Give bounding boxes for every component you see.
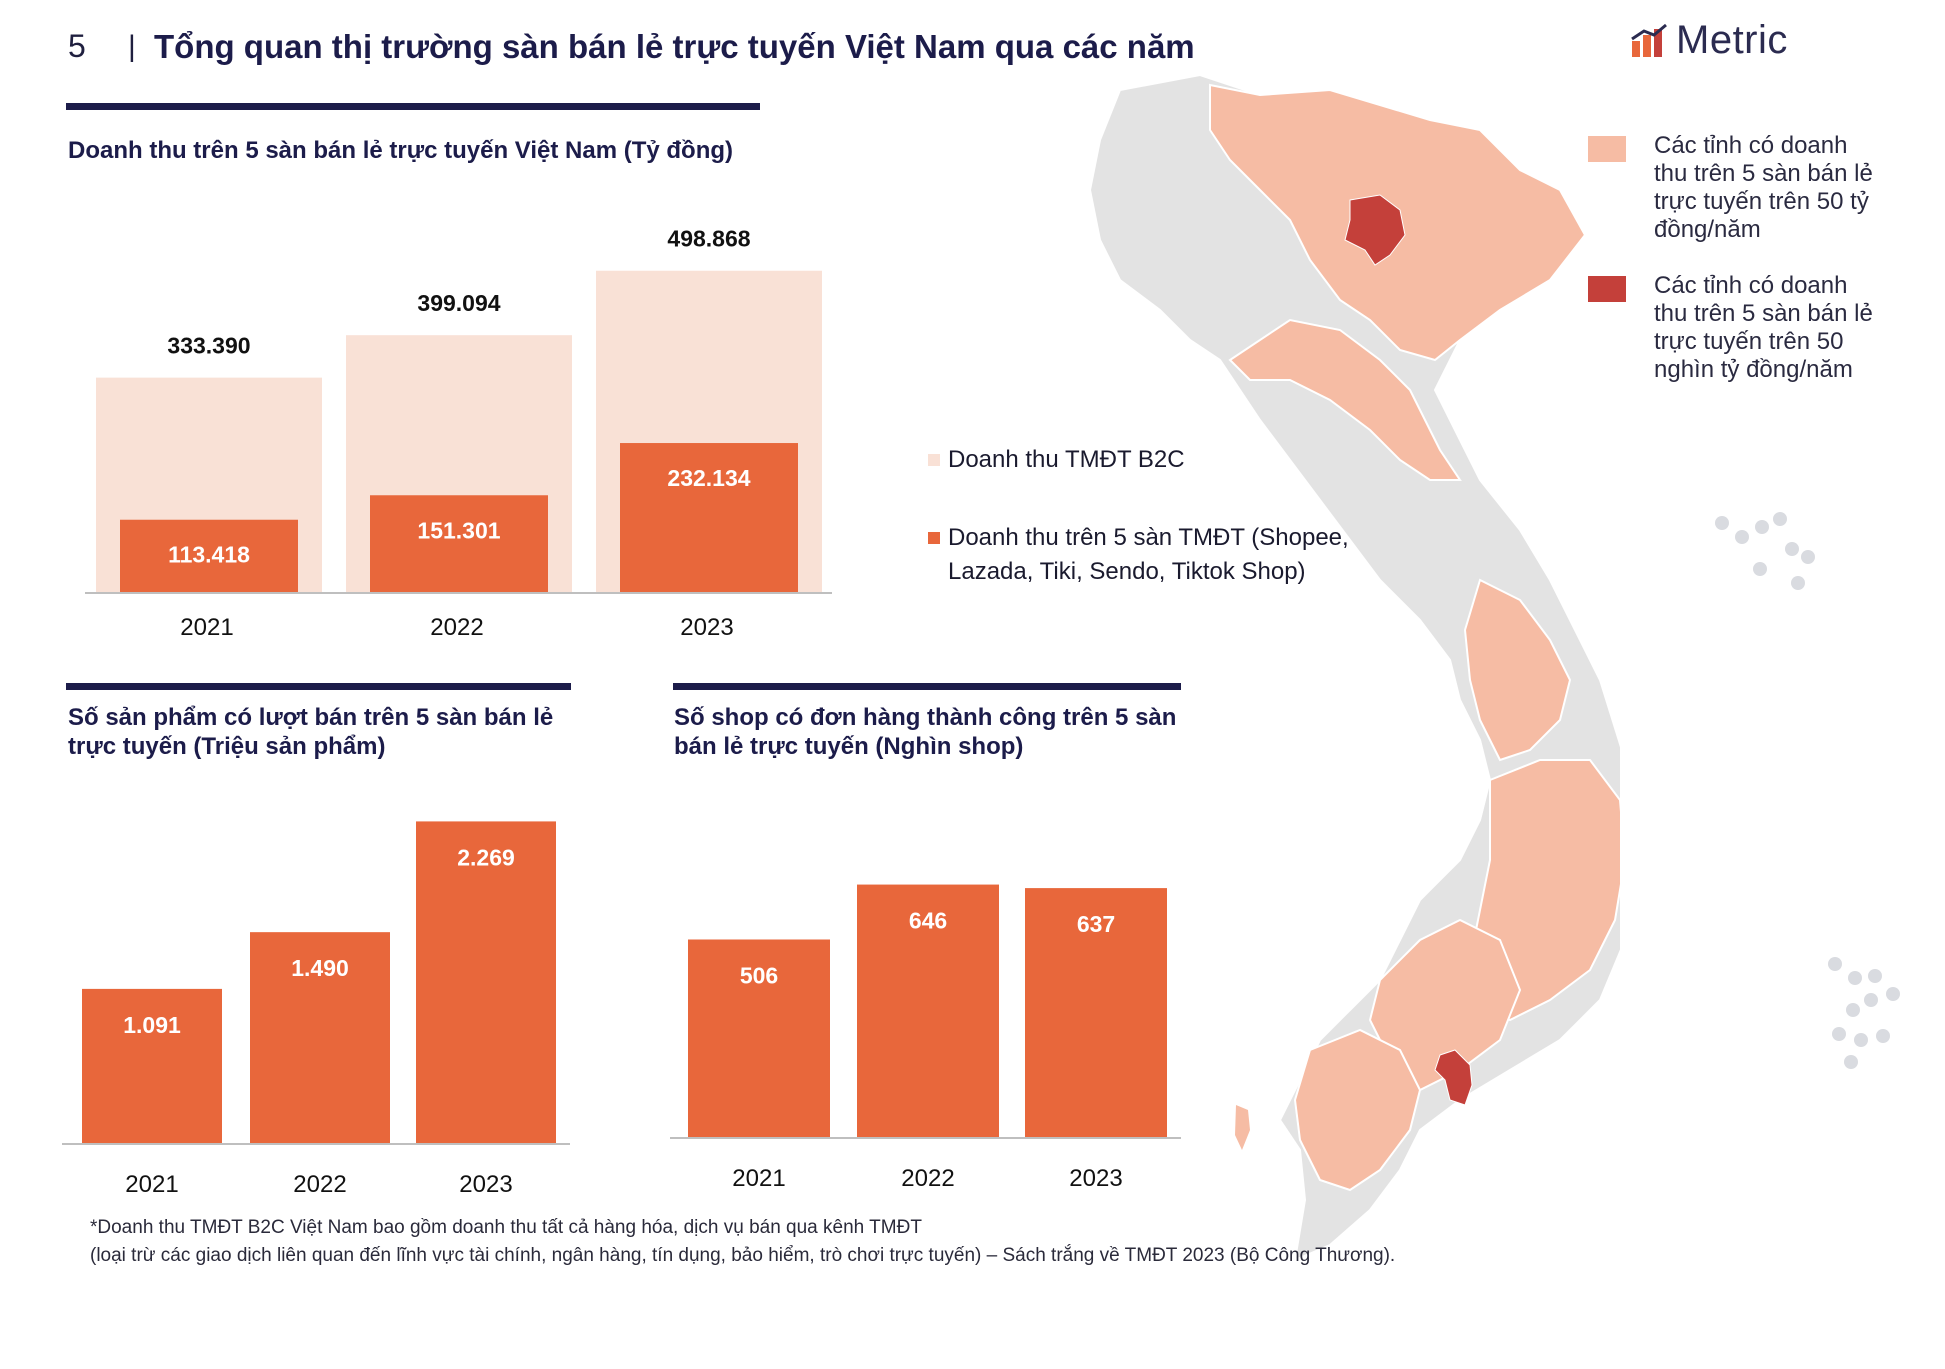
- map-island: [1235, 1105, 1250, 1150]
- footnote: *Doanh thu TMĐT B2C Việt Nam bao gồm doa…: [90, 1214, 1395, 1270]
- label-b2c-2023: 498.868: [667, 226, 750, 252]
- logo-text: Metric: [1676, 18, 1788, 62]
- map-region-central-coast: [1463, 578, 1572, 762]
- label-5-platforms-2022: 151.301: [417, 517, 500, 543]
- bar-5-platforms-2021: [120, 519, 298, 593]
- decorative-dots-top: [1715, 512, 1815, 590]
- vietnam-map: [1088, 73, 1620, 1262]
- page-number: 5: [68, 28, 86, 64]
- shops-label-2022: 646: [909, 908, 947, 934]
- shops-chart: 506 2021 646 2022 637 2023: [670, 884, 1181, 1192]
- products-x-tick-2022: 2022: [293, 1171, 346, 1198]
- x-tick-2021: 2021: [180, 614, 233, 641]
- map-region-north-central: [1228, 318, 1462, 481]
- map-legend-text-50-trillion: Các tỉnh có doanh thu trên 5 sàn bán lẻ …: [1654, 272, 1873, 383]
- bar-5-platforms-2023: [620, 443, 798, 593]
- map-legend: Các tỉnh có doanh thu trên 5 sàn bán lẻ …: [1588, 132, 1874, 384]
- map-legend-swatch-light: [1588, 136, 1626, 162]
- label-5-platforms-2023: 232.134: [667, 465, 750, 491]
- products-chart: 1.091 2021 1.490 2022 2.269 2023: [62, 821, 570, 1198]
- revenue-chart: 333.390 113.418 2021 399.094 151.301 2022 498.…: [85, 226, 832, 641]
- products-x-tick-2023: 2023: [459, 1171, 512, 1198]
- products-bar-2022: [250, 932, 390, 1144]
- footnote-line-1: *Doanh thu TMĐT B2C Việt Nam bao gồm doa…: [90, 1217, 922, 1238]
- products-label-2022: 1.490: [291, 955, 349, 981]
- label-b2c-2022: 399.094: [417, 290, 500, 316]
- map-legend-swatch-dark: [1588, 276, 1626, 302]
- shops-x-tick-2023: 2023: [1069, 1165, 1122, 1192]
- map-region-hcmc: [1434, 1049, 1473, 1106]
- legend-item-b2c: Doanh thu TMĐT B2C: [928, 443, 1398, 477]
- map-legend-item-50-billion: Các tỉnh có doanh thu trên 5 sàn bán lẻ …: [1588, 132, 1874, 244]
- decorative-dots-bottom: [1828, 957, 1900, 1069]
- shops-x-tick-2021: 2021: [732, 1165, 785, 1192]
- shops-bar-2023: [1025, 888, 1167, 1138]
- legend-item-5-platforms: Doanh thu trên 5 sàn TMĐT (Shopee, Lazad…: [928, 521, 1398, 589]
- map-region-hanoi: [1344, 194, 1406, 266]
- revenue-legend: Doanh thu TMĐT B2C Doanh thu trên 5 sàn …: [928, 443, 1398, 589]
- map-legend-text-50-billion: Các tỉnh có doanh thu trên 5 sàn bán lẻ …: [1654, 132, 1873, 243]
- footnote-line-2: (loại trừ các giao dịch liên quan đến lĩ…: [90, 1245, 1396, 1266]
- x-tick-2023: 2023: [680, 614, 733, 641]
- shops-bar-2022: [857, 884, 999, 1138]
- metric-logo: Metric: [1630, 18, 1788, 63]
- section-bar-products: [66, 683, 571, 690]
- shops-label-2023: 637: [1077, 911, 1115, 937]
- shops-chart-title: Số shop có đơn hàng thành công trên 5 sà…: [674, 704, 1177, 760]
- bar-chart-logo-icon: [1631, 23, 1667, 57]
- products-label-2021: 1.091: [123, 1012, 181, 1038]
- shops-label-2021: 506: [740, 962, 778, 988]
- products-bar-2023: [416, 821, 556, 1144]
- legend-swatch-b2c: [928, 454, 940, 466]
- products-chart-title: Số sản phẩm có lượt bán trên 5 sàn bán l…: [68, 704, 554, 760]
- shops-bar-2021: [688, 939, 830, 1138]
- revenue-chart-title: Doanh thu trên 5 sàn bán lẻ trực tuyến V…: [68, 137, 734, 164]
- products-x-tick-2021: 2021: [125, 1171, 178, 1198]
- map-region-mekong: [1293, 1028, 1422, 1192]
- title-separator: |: [128, 30, 136, 63]
- legend-swatch-5-platforms: [928, 532, 940, 544]
- legend-label-b2c: Doanh thu TMĐT B2C: [948, 446, 1185, 473]
- x-tick-2022: 2022: [430, 614, 483, 641]
- section-bar-shops: [673, 683, 1181, 690]
- map-legend-item-50-trillion: Các tỉnh có doanh thu trên 5 sàn bán lẻ …: [1588, 272, 1874, 384]
- bar-5-platforms-2022: [370, 495, 548, 593]
- page-title: Tổng quan thị trường sàn bán lẻ trực tuy…: [154, 28, 1195, 65]
- section-bar-revenue: [66, 103, 760, 110]
- label-5-platforms-2021: 113.418: [168, 542, 250, 568]
- legend-label-5-platforms: Doanh thu trên 5 sàn TMĐT (Shopee, Lazad…: [948, 524, 1349, 585]
- map-region-south-central: [1468, 759, 1620, 1022]
- products-bar-2021: [82, 988, 222, 1144]
- products-label-2023: 2.269: [457, 844, 515, 870]
- label-b2c-2021: 333.390: [167, 333, 250, 359]
- shops-x-tick-2022: 2022: [901, 1165, 954, 1192]
